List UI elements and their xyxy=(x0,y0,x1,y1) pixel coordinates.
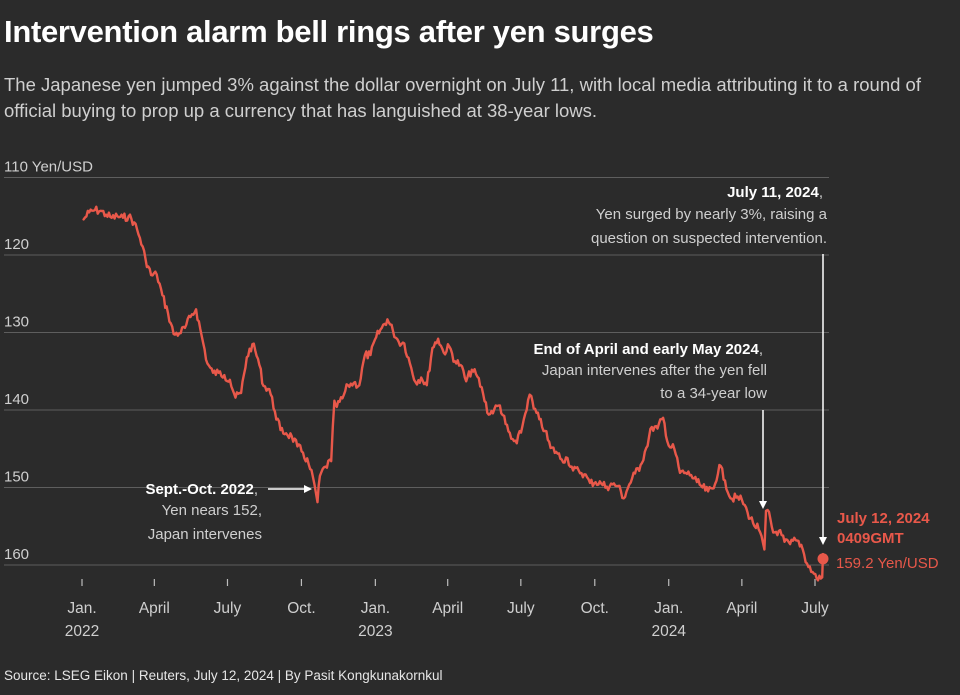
last-point-date: July 12, 2024 xyxy=(837,510,930,527)
annotation-title: July 11, 2024 xyxy=(727,184,819,201)
y-tick-label: 120 xyxy=(4,236,29,253)
annotation-line: Japan intervenes xyxy=(148,526,262,543)
x-tick-label: April xyxy=(726,600,757,617)
x-tick-label: Oct. xyxy=(287,600,315,617)
svg-text:July 11, 2024,: July 11, 2024, xyxy=(727,184,823,201)
annotation-arrowhead xyxy=(759,501,767,509)
annotation-jul-11-2024: July 11, 2024, Yen surged by nearly 3%, … xyxy=(591,184,828,545)
annotation-line: Japan intervenes after the yen fell xyxy=(542,362,767,379)
x-tick-label: Jan. xyxy=(361,600,390,617)
annotation-line: Yen nears 152, xyxy=(162,502,262,519)
chart-subtitle: The Japanese yen jumped 3% against the d… xyxy=(4,74,921,121)
y-axis-labels: 110 Yen/USD 120 130 140 150 160 xyxy=(4,159,93,564)
x-tick-label: April xyxy=(432,600,463,617)
source-note: Source: LSEG Eikon | Reuters, July 12, 2… xyxy=(4,668,443,683)
svg-text:Sept.-Oct. 2022,: Sept.-Oct. 2022, xyxy=(145,481,258,498)
x-tick-year: 2022 xyxy=(65,623,99,640)
x-axis: Jan. 2022 April July Oct. Jan. 2023 April July Oc… xyxy=(65,579,829,640)
annotation-arrowhead xyxy=(819,537,827,545)
annotation-sept-oct-2022: Sept.-Oct. 2022, Yen nears 152, Japan in… xyxy=(145,481,312,543)
annotation-line: question on suspected intervention. xyxy=(591,230,827,247)
y-tick-label: 140 xyxy=(4,391,29,408)
x-tick-year: 2023 xyxy=(358,623,392,640)
annotation-line: to a 34-year low xyxy=(660,385,767,402)
annotation-apr-may-2024: End of April and early May 2024, Japan i… xyxy=(533,341,767,509)
x-tick-year: 2024 xyxy=(651,623,686,640)
x-tick-label: July xyxy=(214,600,242,617)
svg-text:End of April and early May 202: End of April and early May 2024, xyxy=(533,341,763,358)
annotation-arrowhead xyxy=(304,485,312,493)
annotation-title: Sept.-Oct. 2022 xyxy=(145,481,253,498)
y-tick-label: 130 xyxy=(4,314,29,331)
y-tick-label: 110 Yen/USD xyxy=(4,159,93,176)
gridlines xyxy=(4,177,829,566)
yen-usd-line xyxy=(82,205,825,582)
last-point-time: 0409GMT xyxy=(837,530,904,547)
annotation-title: End of April and early May 2024 xyxy=(533,341,759,358)
annotation-line: Yen surged by nearly 3%, raising a xyxy=(596,206,828,223)
y-tick-label: 160 xyxy=(4,546,29,563)
last-point-marker xyxy=(817,553,829,565)
x-tick-label: Oct. xyxy=(581,600,609,617)
chart-title: Intervention alarm bell rings after yen … xyxy=(4,14,654,49)
x-tick-label: Jan. xyxy=(654,600,683,617)
y-tick-label: 150 xyxy=(4,469,29,486)
x-tick-label: Jan. xyxy=(67,600,96,617)
last-point-label: 159.2 Yen/USD xyxy=(836,555,939,572)
x-tick-label: July xyxy=(507,600,535,617)
x-tick-label: April xyxy=(139,600,170,617)
x-tick-label: July xyxy=(801,600,829,617)
